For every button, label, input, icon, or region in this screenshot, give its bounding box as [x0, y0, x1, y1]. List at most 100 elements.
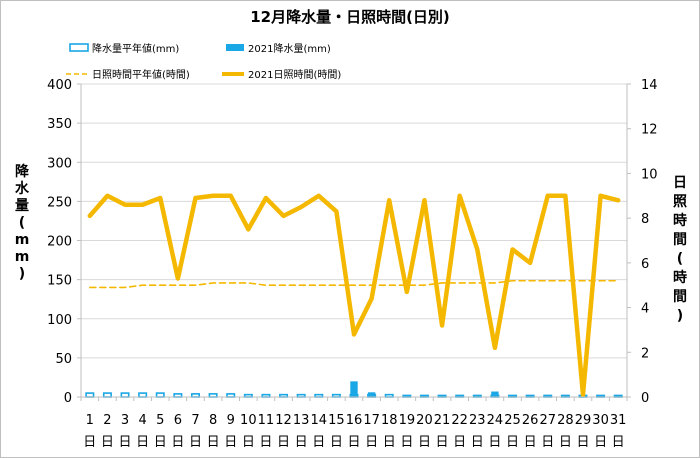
- left-tick-label-250: 250: [47, 195, 72, 210]
- bars: [85, 381, 623, 398]
- x-tick-label-7: 7: [191, 413, 199, 428]
- x-tick-suffix-24: 日: [488, 435, 501, 450]
- legend-label: 降水量平年値(mm): [92, 42, 179, 55]
- line-sunshine-2021: [87, 193, 621, 398]
- x-tick-label-23: 23: [469, 413, 486, 428]
- right-axis-title-char: 時: [673, 212, 687, 229]
- right-axis-title-char: 間: [673, 289, 687, 305]
- x-tick-label-13: 13: [293, 413, 310, 428]
- x-tick-label-26: 26: [522, 413, 539, 428]
- x-tick-suffix-16: 日: [347, 435, 360, 450]
- x-tick-suffix-3: 日: [119, 435, 132, 450]
- x-tick-label-24: 24: [487, 413, 504, 428]
- right-tick-label-12: 12: [641, 123, 658, 138]
- x-tick-suffix-6: 日: [171, 435, 184, 450]
- left-axis-title-char: 水: [15, 180, 30, 197]
- chart-title: 12月降水量・日照時間(日別): [250, 8, 450, 26]
- right-axis-title-char: 日: [673, 175, 687, 191]
- x-tick-suffix-5: 日: [154, 435, 167, 450]
- right-axis-title-char: 時: [673, 269, 687, 286]
- x-tick-suffix-31: 日: [612, 435, 625, 450]
- x-tick-label-25: 25: [504, 413, 521, 428]
- x-tick-label-2: 2: [103, 413, 111, 428]
- x-tick-label-27: 27: [539, 413, 556, 428]
- lines: [87, 193, 621, 398]
- left-tick-label-300: 300: [47, 156, 72, 171]
- x-tick-label-20: 20: [416, 413, 433, 428]
- grid-lines: [81, 83, 627, 359]
- bar-2021-24: [491, 391, 499, 397]
- x-tick-suffix-29: 日: [576, 435, 589, 450]
- right-tick-label-10: 10: [641, 167, 658, 182]
- left-tick-label-400: 400: [47, 78, 72, 93]
- x-tick-label-1: 1: [86, 413, 94, 428]
- left-axis-title-char: m: [15, 232, 30, 248]
- bar-normal-2: [102, 392, 112, 398]
- x-tick-suffix-28: 日: [559, 435, 572, 450]
- labels: 12月降水量・日照時間(日別) 0 50 100 150 200 250 300 350 400 0…: [15, 8, 687, 450]
- x-tick-suffix-4: 日: [136, 435, 149, 450]
- x-tick-label-8: 8: [209, 413, 217, 428]
- left-tick-label-150: 150: [47, 274, 72, 289]
- x-tick-label-28: 28: [557, 413, 574, 428]
- x-tick-label-5: 5: [156, 413, 164, 428]
- right-axis-title-char: 間: [673, 232, 687, 248]
- line-sunshine-normal: [89, 279, 619, 289]
- bar-2021-17: [367, 392, 376, 397]
- x-tick-suffix-1: 日: [83, 435, 96, 450]
- x-tick-label-6: 6: [174, 413, 182, 428]
- legend-swatch-normal-rain: [69, 43, 89, 52]
- x-tick-suffix-10: 日: [242, 435, 255, 450]
- x-tick-label-16: 16: [346, 413, 363, 428]
- left-axis-title-char: (: [19, 215, 25, 231]
- x-tick-suffix-23: 日: [471, 435, 484, 450]
- x-tick-suffix-26: 日: [524, 435, 537, 450]
- x-tick-suffix-11: 日: [259, 435, 272, 450]
- right-axis-title-char: (: [677, 251, 683, 267]
- legend: 降水量平年値(mm) 2021降水量(mm) 日照時間平年値(時間) 2021日照時間…: [66, 42, 341, 81]
- x-tick-suffix-8: 日: [207, 435, 220, 450]
- right-tick-label-0: 0: [641, 391, 649, 406]
- x-tick-label-17: 17: [363, 413, 380, 428]
- x-tick-label-10: 10: [240, 413, 257, 428]
- x-tick-label-18: 18: [381, 413, 398, 428]
- right-tick-label-4: 4: [641, 302, 649, 317]
- bar-normal-1: [85, 392, 95, 398]
- bar-normal-5: [155, 392, 165, 398]
- x-tick-label-30: 30: [592, 413, 609, 428]
- right-tick-label-2: 2: [641, 346, 649, 361]
- right-tick-label-14: 14: [641, 78, 658, 93]
- x-tick-label-29: 29: [575, 413, 592, 428]
- left-axis-title-char: ): [19, 266, 25, 282]
- right-axis-title-char: ): [677, 308, 683, 324]
- x-tick-label-14: 14: [311, 413, 328, 428]
- bar-normal-4: [138, 392, 148, 398]
- right-tick-label-8: 8: [641, 212, 649, 227]
- left-tick-label-100: 100: [47, 313, 72, 328]
- x-tick-suffix-30: 日: [594, 435, 607, 450]
- legend-label: 2021降水量(mm): [248, 42, 331, 55]
- left-tick-label-350: 350: [47, 117, 72, 132]
- x-tick-label-31: 31: [610, 413, 627, 428]
- x-tick-suffix-19: 日: [400, 435, 413, 450]
- bar-normal-3: [120, 392, 130, 398]
- x-tick-label-12: 12: [275, 413, 292, 428]
- x-tick-label-4: 4: [139, 413, 147, 428]
- x-tick-label-3: 3: [121, 413, 129, 428]
- left-tick-label-200: 200: [47, 235, 72, 250]
- x-tick-label-11: 11: [258, 413, 275, 428]
- x-tick-suffix-7: 日: [189, 435, 202, 450]
- x-tick-suffix-27: 日: [541, 435, 554, 450]
- x-tick-suffix-15: 日: [330, 435, 343, 450]
- x-tick-suffix-2: 日: [101, 435, 114, 450]
- x-tick-suffix-25: 日: [506, 435, 519, 450]
- x-tick-suffix-18: 日: [383, 435, 396, 450]
- legend-swatch-2021-rain: [226, 44, 244, 51]
- x-tick-suffix-14: 日: [312, 435, 325, 450]
- x-tick-suffix-9: 日: [224, 435, 237, 450]
- x-tick-label-9: 9: [227, 413, 235, 428]
- bar-2021-16: [350, 381, 358, 397]
- left-axis-title-char: m: [15, 249, 30, 265]
